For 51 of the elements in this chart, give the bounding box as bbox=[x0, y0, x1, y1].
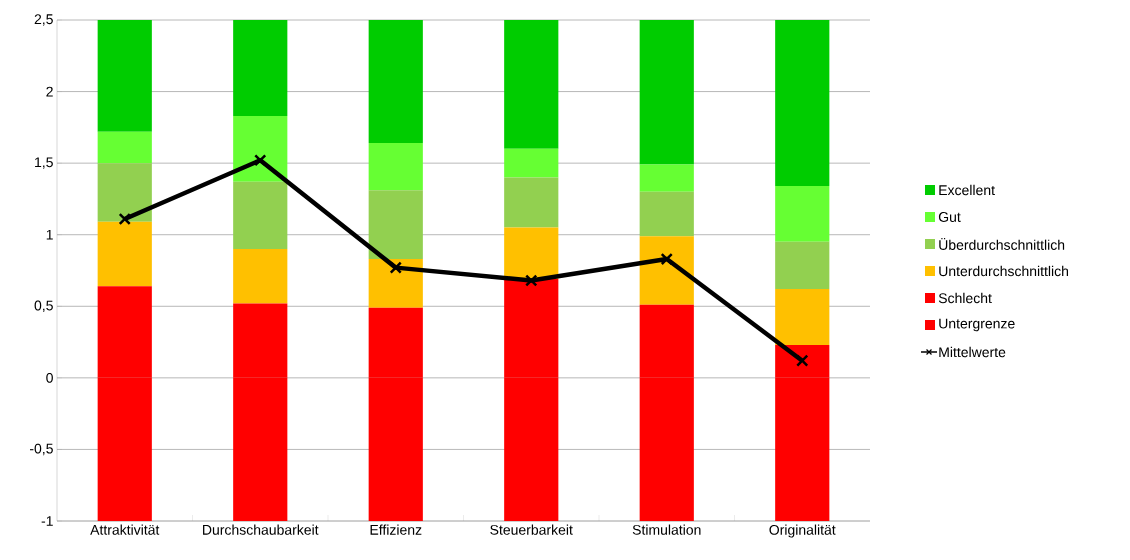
bar bbox=[233, 181, 288, 250]
bar bbox=[97, 163, 152, 222]
bar bbox=[233, 20, 288, 116]
bar bbox=[775, 186, 830, 242]
x-tick-label: Stimulation bbox=[632, 524, 701, 535]
bar bbox=[368, 143, 423, 191]
legend-label: Unterdurchschnittlich bbox=[939, 265, 1069, 277]
bar bbox=[97, 131, 152, 164]
bar bbox=[368, 190, 423, 260]
legend-label: Gut bbox=[938, 212, 961, 222]
legend-label: Schlecht bbox=[938, 292, 992, 304]
point bbox=[254, 154, 267, 167]
y-tick-label: -0,5 bbox=[29, 443, 53, 456]
x-tick-label: Effizienz bbox=[370, 524, 422, 535]
bar bbox=[233, 249, 288, 304]
bar bbox=[775, 241, 830, 290]
point bbox=[389, 261, 402, 274]
legend-label: Excellent bbox=[939, 184, 995, 196]
legend-label: Untergrenze bbox=[939, 318, 1015, 332]
bar bbox=[775, 20, 830, 187]
bar bbox=[639, 20, 694, 165]
bar bbox=[368, 259, 423, 308]
x-tick-label: Steuerbarkeit bbox=[490, 524, 573, 535]
point bbox=[796, 354, 809, 367]
legend-label: Mittelwerte bbox=[939, 346, 1006, 358]
x-tick-label: Durchschaubarkeit bbox=[203, 524, 319, 535]
legend-label: Überdurchschnittlich bbox=[939, 238, 1065, 250]
bar bbox=[639, 164, 694, 192]
point bbox=[525, 274, 538, 287]
y-tick-label: -1 bbox=[41, 516, 53, 526]
bar bbox=[639, 236, 694, 305]
bar bbox=[368, 20, 423, 144]
y-tick-label: 2,5 bbox=[34, 14, 53, 26]
bar bbox=[504, 20, 559, 149]
bar bbox=[639, 191, 694, 237]
x-tick-label: Originalität bbox=[769, 524, 836, 538]
bar bbox=[504, 227, 559, 280]
bar bbox=[504, 177, 559, 228]
bar bbox=[97, 221, 152, 287]
x-tick-label: Attraktivität bbox=[90, 524, 160, 535]
y-tick-label: 1 bbox=[46, 229, 53, 240]
y-tick-label: 1,5 bbox=[35, 157, 53, 169]
point bbox=[660, 252, 673, 266]
y-tick-label: 0 bbox=[46, 372, 53, 383]
bar bbox=[233, 115, 288, 182]
y-tick-label: 2 bbox=[46, 86, 53, 97]
bar bbox=[504, 148, 559, 178]
bar bbox=[775, 289, 830, 345]
bar bbox=[97, 20, 152, 132]
point bbox=[118, 212, 131, 226]
y-tick-label: 0,5 bbox=[34, 300, 53, 313]
